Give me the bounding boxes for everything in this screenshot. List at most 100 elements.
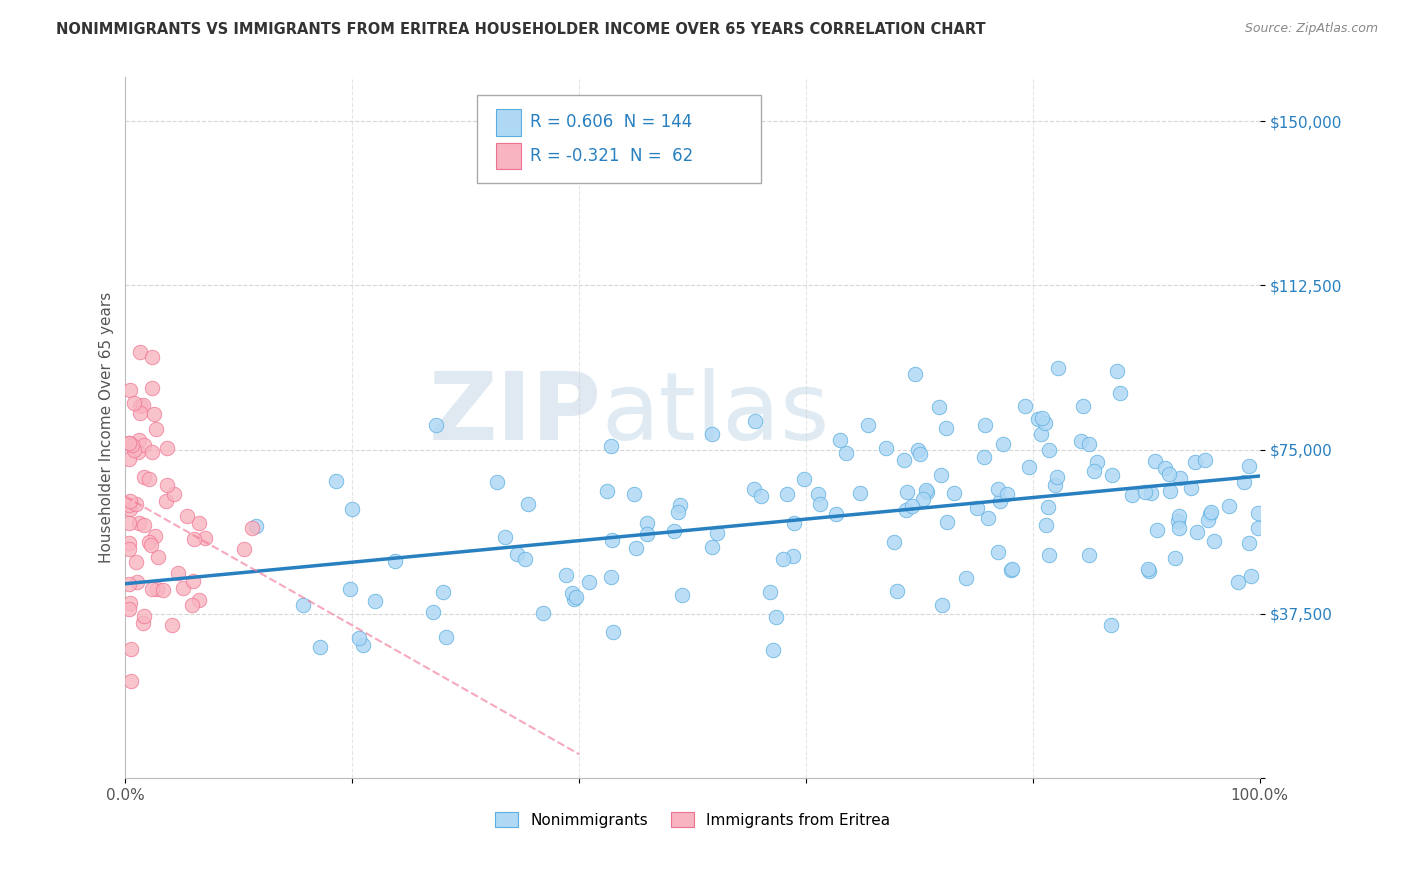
Point bbox=[118, 601, 141, 615]
Point bbox=[915, 485, 938, 500]
Point bbox=[132, 518, 155, 533]
Point bbox=[494, 530, 516, 544]
Point bbox=[1139, 486, 1161, 500]
Point bbox=[915, 483, 938, 498]
Point bbox=[506, 548, 529, 562]
Point bbox=[339, 582, 361, 597]
Point bbox=[292, 598, 315, 612]
Point bbox=[128, 344, 150, 359]
Point bbox=[1035, 517, 1057, 532]
Point bbox=[702, 540, 724, 554]
Point bbox=[1101, 467, 1123, 482]
Point bbox=[138, 535, 160, 549]
Point bbox=[1199, 507, 1222, 521]
Point bbox=[904, 368, 927, 382]
Point bbox=[122, 395, 145, 409]
Point bbox=[141, 445, 163, 459]
Point bbox=[125, 555, 148, 569]
Point bbox=[176, 509, 198, 524]
Point bbox=[120, 642, 142, 657]
Point bbox=[995, 487, 1018, 501]
Point bbox=[776, 487, 799, 501]
Point bbox=[973, 450, 995, 465]
Point bbox=[602, 533, 624, 547]
Point bbox=[824, 507, 846, 521]
Point bbox=[1099, 618, 1122, 632]
Point bbox=[1135, 484, 1157, 499]
Point bbox=[907, 442, 929, 457]
Point bbox=[181, 574, 204, 588]
Point bbox=[662, 524, 685, 538]
Point bbox=[772, 551, 794, 566]
Point bbox=[782, 549, 804, 563]
Point bbox=[1168, 521, 1191, 535]
Point bbox=[1107, 364, 1129, 378]
Point bbox=[118, 493, 141, 508]
Point bbox=[146, 582, 169, 596]
Point bbox=[793, 471, 815, 485]
Point bbox=[1218, 499, 1240, 513]
Text: atlas: atlas bbox=[602, 368, 830, 459]
Point bbox=[562, 591, 585, 606]
Point bbox=[1237, 458, 1260, 473]
Point bbox=[118, 451, 141, 466]
Point bbox=[1164, 550, 1187, 565]
Point bbox=[974, 418, 997, 433]
Point bbox=[928, 400, 950, 414]
Point bbox=[742, 482, 765, 496]
Point bbox=[955, 571, 977, 585]
Point bbox=[145, 529, 167, 543]
Point bbox=[1085, 455, 1108, 469]
Point bbox=[163, 487, 186, 501]
Point bbox=[141, 350, 163, 364]
Point bbox=[835, 446, 858, 460]
Point bbox=[125, 574, 148, 589]
Point bbox=[561, 586, 583, 600]
Point bbox=[1187, 524, 1209, 539]
Point bbox=[352, 638, 374, 652]
Point bbox=[1083, 464, 1105, 478]
Point bbox=[599, 439, 621, 453]
Point bbox=[434, 630, 457, 644]
Point bbox=[1180, 481, 1202, 495]
Point bbox=[988, 494, 1011, 508]
Point bbox=[977, 511, 1000, 525]
Point bbox=[910, 447, 932, 461]
Point bbox=[564, 590, 586, 604]
Point bbox=[1046, 360, 1069, 375]
Point bbox=[1226, 575, 1249, 590]
Point bbox=[516, 497, 538, 511]
Point bbox=[1194, 453, 1216, 467]
Point bbox=[1146, 523, 1168, 537]
Point bbox=[1121, 487, 1143, 501]
Point bbox=[896, 502, 918, 516]
Point bbox=[991, 437, 1014, 451]
Point bbox=[118, 577, 141, 591]
Point bbox=[828, 433, 851, 447]
Point bbox=[118, 436, 141, 450]
Point bbox=[347, 631, 370, 645]
Point bbox=[240, 520, 263, 534]
Point bbox=[596, 483, 619, 498]
Point bbox=[364, 594, 387, 608]
Text: R = 0.606  N = 144: R = 0.606 N = 144 bbox=[530, 113, 693, 131]
Point bbox=[626, 541, 648, 555]
Point bbox=[1071, 399, 1094, 413]
Point bbox=[128, 399, 150, 413]
Point bbox=[167, 566, 190, 580]
Point bbox=[245, 519, 267, 533]
Point bbox=[848, 485, 870, 500]
Point bbox=[1240, 569, 1263, 583]
Point bbox=[118, 541, 141, 556]
Point bbox=[118, 498, 141, 512]
Point bbox=[935, 515, 957, 529]
Point bbox=[1153, 461, 1175, 475]
Point bbox=[1197, 513, 1219, 527]
Point bbox=[486, 475, 509, 489]
Point bbox=[1033, 416, 1056, 430]
Point bbox=[232, 542, 254, 557]
Point bbox=[1043, 477, 1066, 491]
Point bbox=[340, 502, 363, 516]
Point bbox=[886, 584, 908, 599]
Point bbox=[1001, 562, 1024, 576]
